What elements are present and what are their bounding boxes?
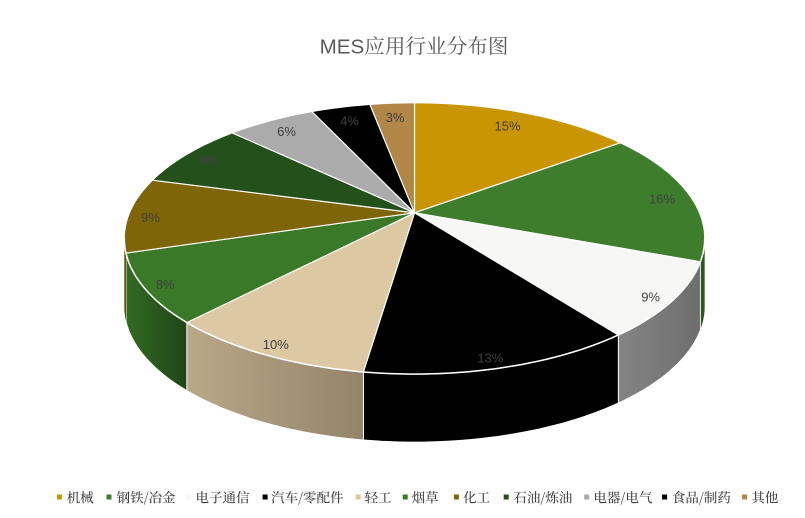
- svg-text:8%: 8%: [200, 153, 219, 168]
- svg-text:13%: 13%: [477, 350, 503, 365]
- svg-text:15%: 15%: [494, 119, 520, 134]
- svg-text:9%: 9%: [141, 210, 160, 225]
- svg-text:10%: 10%: [263, 337, 289, 352]
- svg-text:4%: 4%: [340, 114, 359, 129]
- svg-text:6%: 6%: [277, 124, 296, 139]
- svg-text:9%: 9%: [641, 290, 660, 305]
- svg-text:3%: 3%: [386, 110, 405, 125]
- svg-text:16%: 16%: [649, 192, 675, 207]
- svg-text:8%: 8%: [156, 277, 175, 292]
- svg-text:MES: MES: [320, 35, 365, 58]
